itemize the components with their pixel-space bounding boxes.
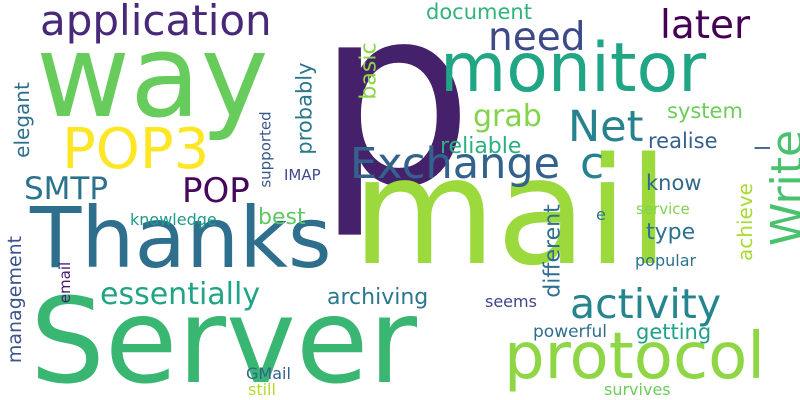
word-service: service [636,200,690,218]
word-probably: probably [292,62,317,155]
word-pop: POP [182,171,250,211]
word-c: c [580,138,605,189]
word-monitor: monitor [440,29,707,108]
word-archiving: archiving [327,285,429,310]
word-survives: survives [604,380,671,399]
word-protocol: protocol [504,320,766,394]
word-net: Net [568,102,644,152]
word-thanks: Thanks [30,189,332,287]
word-application: application [40,0,272,45]
word-management: management [4,235,27,364]
word-exchange: Exchange [350,139,561,189]
word-type: type [646,220,696,245]
word-system: system [667,99,743,123]
word-seems: seems [485,292,537,311]
word-e: e [596,205,606,224]
word-gmail: GMail [246,364,291,383]
word-email: email [56,261,75,304]
word-popular: popular [635,251,697,270]
word-way: way [36,10,269,144]
word-later: later [660,3,751,48]
word-still: still [248,380,276,399]
word-supported: supported [256,111,275,188]
word-getting: getting [636,320,712,344]
word-need: need [488,15,586,60]
word-know: know [646,171,702,195]
word-mail: mail [352,126,670,298]
word-grab: grab [473,99,542,134]
word-pop3: POP3 [62,117,210,182]
word-activity: activity [570,280,722,328]
word-realise: realise [648,129,718,153]
word-achieve: achieve [732,183,757,261]
word-document: document [426,0,532,24]
word-different: different [540,204,566,298]
word-p: p [316,0,474,242]
word-powerful: powerful [533,322,608,342]
word-elegant: elegant [9,82,34,158]
word-basic: basic [356,42,382,100]
word-essentially: essentially [100,277,261,312]
word-smtp: SMTP [24,171,109,207]
word-imap: IMAP [284,166,321,184]
word-l: l [750,145,775,151]
word-knowledge: knowledge [130,210,217,229]
word-server: Server [30,272,417,400]
word-reliable: reliable [440,134,522,159]
word-best: best [258,205,306,230]
